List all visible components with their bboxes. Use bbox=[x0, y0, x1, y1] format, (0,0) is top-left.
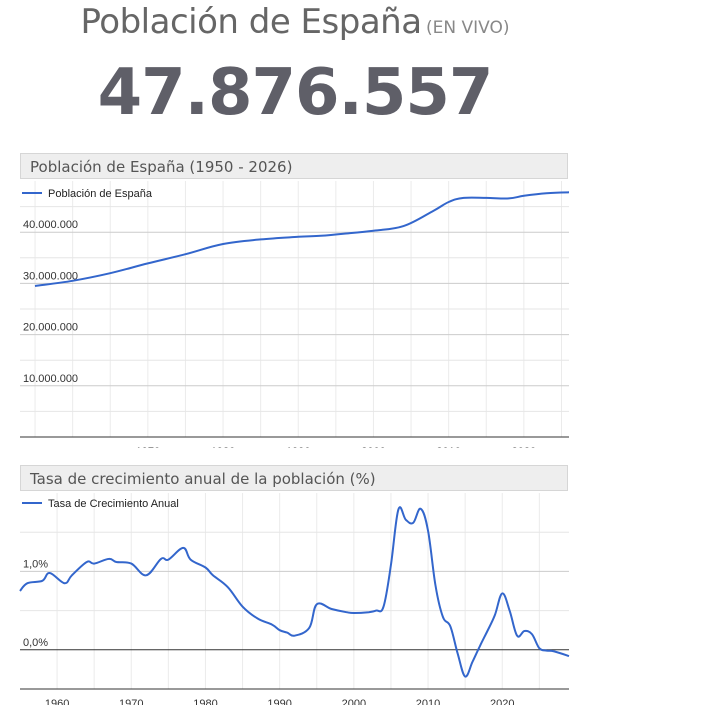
page-title: Población de España bbox=[80, 2, 423, 42]
growth-chart-title: Tasa de crecimiento anual de la població… bbox=[20, 465, 568, 491]
y-tick-label: 1,0% bbox=[23, 558, 48, 570]
x-tick-label: 2010 bbox=[416, 698, 440, 705]
legend-label: Población de España bbox=[48, 188, 153, 200]
y-tick-label: 0,0% bbox=[23, 637, 48, 649]
legend-label: Tasa de Crecimiento Anual bbox=[48, 498, 179, 510]
population-chart-title: Población de España (1950 - 2026) bbox=[20, 153, 568, 179]
y-tick-label: 20.000.000 bbox=[23, 322, 78, 334]
x-tick-label: 1960 bbox=[45, 698, 69, 705]
x-tick-label: 1980 bbox=[211, 446, 235, 448]
y-tick-label: 30.000.000 bbox=[23, 270, 78, 282]
x-tick-label: 1980 bbox=[193, 698, 217, 705]
growth-rate-chart: 0,0% 1,0% 1960 1970 1980 1990 2000 2010 2020 Tasa… bbox=[19, 493, 570, 705]
x-tick-label: 2000 bbox=[342, 698, 366, 705]
x-tick-label: 1970 bbox=[119, 698, 143, 705]
population-chart: 10.000.000 20.000.000 30.000.000 40.000.000… bbox=[20, 181, 570, 448]
x-tick-label: 1970 bbox=[136, 446, 160, 448]
page-header: Población de España (EN VIVO) bbox=[0, 2, 590, 42]
y-tick-label: 10.000.000 bbox=[23, 373, 78, 385]
x-tick-label: 2020 bbox=[490, 698, 514, 705]
x-tick-label: 2020 bbox=[512, 446, 536, 448]
y-tick-label: 40.000.000 bbox=[23, 219, 78, 231]
x-tick-label: 2000 bbox=[361, 446, 385, 448]
series-line bbox=[34, 191, 570, 287]
x-tick-label: 1990 bbox=[267, 698, 291, 705]
x-tick-label: 1990 bbox=[286, 446, 310, 448]
series-line bbox=[19, 506, 570, 678]
population-counter: 47.876.557 bbox=[97, 56, 494, 130]
x-tick-label: 2010 bbox=[436, 446, 460, 448]
live-badge: (EN VIVO) bbox=[426, 18, 510, 38]
